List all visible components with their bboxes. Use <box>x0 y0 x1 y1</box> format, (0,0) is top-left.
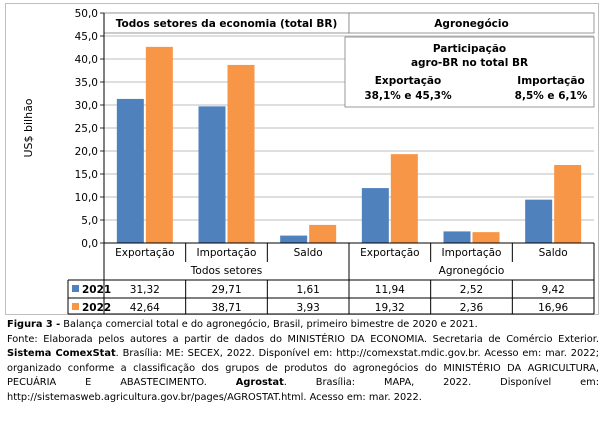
legend-swatch-2022 <box>72 303 79 310</box>
panel-title-agro: Agronegócio <box>434 18 508 30</box>
source-text-1: Fonte: Elaborada pelos autores a partir … <box>7 333 599 345</box>
bar-2021-1 <box>198 106 226 243</box>
y-tick-label: 10,0 <box>75 192 98 204</box>
source-bold-1: Sistema ComexStat <box>7 348 116 360</box>
source-bold-2: Agrostat <box>235 377 284 389</box>
y-tick-label: 50,0 <box>75 8 98 20</box>
annotation-box <box>344 36 595 108</box>
bar-2021-0 <box>116 98 144 243</box>
y-tick-label: 40,0 <box>75 54 98 66</box>
bar-2022-2 <box>309 224 337 243</box>
y-tick-label: 45,0 <box>75 31 98 43</box>
table-cell: 3,93 <box>296 302 319 314</box>
table-cell: 11,94 <box>375 284 405 296</box>
panel-title-all-sectors: Todos setores da economia (total BR) <box>116 18 338 30</box>
figure-label: Figura 3 - <box>7 319 61 330</box>
bar-2021-3 <box>361 188 389 243</box>
bar-2022-5 <box>554 164 582 243</box>
category-label: Importação <box>197 247 257 259</box>
group-label-agro: Agronegócio <box>439 265 505 277</box>
annotation-export-value: 38,1% e 45,3% <box>364 90 452 102</box>
table-cell: 1,61 <box>296 284 319 296</box>
annotation-import-label: Importação <box>517 75 584 87</box>
category-label: Saldo <box>294 247 323 259</box>
bar-2021-2 <box>280 235 308 243</box>
table-cell: 31,32 <box>130 284 160 296</box>
bar-2021-4 <box>443 231 471 243</box>
table-cell: 19,32 <box>375 302 405 314</box>
table-cell: 2,52 <box>460 284 483 296</box>
annotation-title-2: agro-BR no total BR <box>411 57 528 69</box>
table-cell: 9,42 <box>541 284 564 296</box>
bar-2022-4 <box>472 232 500 243</box>
bar-2022-1 <box>227 64 255 244</box>
legend-swatch-2021 <box>72 285 79 292</box>
table-cell: 42,64 <box>130 302 160 314</box>
annotation-title-1: Participação <box>433 43 506 55</box>
y-axis-label: US$ bilhão <box>22 98 35 157</box>
table-cell: 29,71 <box>211 284 241 296</box>
table-cell: 2,36 <box>460 302 484 314</box>
y-tick-label: 20,0 <box>75 146 98 158</box>
bar-2022-0 <box>145 46 173 243</box>
table-cell: 38,71 <box>211 302 241 314</box>
category-label: Exportação <box>115 247 174 259</box>
legend-label-2021: 2021 <box>82 284 111 296</box>
y-tick-label: 30,0 <box>75 100 98 112</box>
y-tick-label: 35,0 <box>75 77 98 89</box>
panel-title-box <box>348 12 595 34</box>
chart-frame: 0,0 5,0 10,0 15,0 20,0 25,0 30,0 35,0 40,0 45,0 50… <box>5 3 599 315</box>
figure-caption: Figura 3 - Balança comercial total e do … <box>7 318 599 406</box>
category-label: Saldo <box>539 247 568 259</box>
y-tick-label: 25,0 <box>75 123 98 135</box>
group-label-all-sectors: Todos setores <box>190 265 262 277</box>
caption-source: Fonte: Elaborada pelos autores a partir … <box>7 333 599 406</box>
source-text-2: . Brasília: ME: SECEX, 2022. Disponível … <box>7 348 599 389</box>
figure-title: Balança comercial total e do agronegócio… <box>60 319 478 330</box>
annotation-export-label: Exportação <box>375 75 441 87</box>
legend-label-2022: 2022 <box>82 302 111 314</box>
source-text-3: . Brasília: MAPA, 2022. Disponível em: h… <box>7 377 599 403</box>
chart-svg: 0,0 5,0 10,0 15,0 20,0 25,0 30,0 35,0 40,0 45,0 50… <box>22 8 595 315</box>
category-label: Importação <box>442 247 502 259</box>
y-tick-label: 5,0 <box>81 215 98 227</box>
category-label: Exportação <box>360 247 419 259</box>
y-tick-label: 15,0 <box>75 169 98 181</box>
table-cell: 16,96 <box>538 302 568 314</box>
bar-2021-5 <box>525 199 553 243</box>
caption-title-line: Figura 3 - Balança comercial total e do … <box>7 318 599 333</box>
bar-2022-3 <box>390 154 418 243</box>
annotation-import-value: 8,5% e 6,1% <box>515 90 588 102</box>
y-tick-label: 0,0 <box>81 238 98 250</box>
